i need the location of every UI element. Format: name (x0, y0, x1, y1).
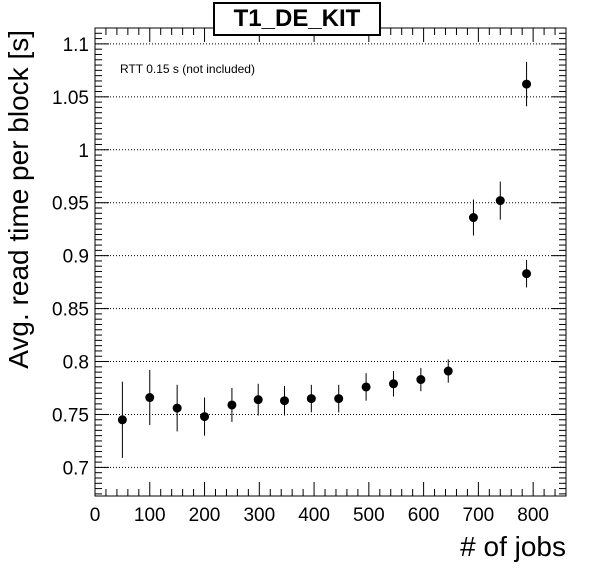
x-tick-label: 300 (243, 505, 275, 526)
data-point (145, 393, 155, 403)
data-point (117, 415, 127, 425)
data-point (416, 375, 426, 385)
data-point (468, 213, 478, 223)
data-point (361, 382, 371, 392)
x-tick-label: 0 (90, 505, 101, 526)
data-point (227, 400, 237, 410)
y-tick-label: 0.7 (63, 458, 89, 479)
y-tick-label: 1.1 (63, 35, 89, 56)
data-point (279, 396, 289, 406)
y-tick-label: 0.9 (63, 247, 89, 268)
x-tick-label: 200 (189, 505, 221, 526)
axis-ticks (94, 27, 567, 496)
data-point (495, 196, 505, 206)
annotation-text: RTT 0.15 s (not included) (120, 62, 255, 76)
data-point (172, 403, 182, 413)
chart-title: T1_DE_KIT (213, 2, 381, 36)
x-axis-label: # of jobs (460, 531, 566, 562)
x-tick-label: 600 (408, 505, 440, 526)
data-points (117, 61, 532, 458)
plot-frame (94, 27, 567, 497)
x-tick-label: 700 (463, 505, 495, 526)
data-point (200, 412, 210, 422)
y-tick-label: 1.05 (52, 88, 89, 109)
x-tick-label: 100 (134, 505, 166, 526)
x-tick-label: 500 (353, 505, 385, 526)
data-point (334, 394, 344, 404)
y-tick-label: 0.95 (52, 194, 89, 215)
y-tick-label: 0.8 (63, 353, 89, 374)
data-point (443, 366, 453, 376)
data-point (388, 379, 398, 389)
y-axis-label: Avg. read time per block [s] (3, 30, 34, 369)
data-point (253, 395, 263, 405)
x-tick-label: 800 (517, 505, 549, 526)
y-tick-label: 0.75 (52, 405, 89, 426)
y-tick-label: 0.85 (52, 300, 89, 321)
data-point (306, 394, 316, 404)
y-tick-label: 1 (78, 141, 89, 162)
data-point (522, 79, 532, 89)
tick-labels: 0.7 0.75 0.8 0.85 0.9 0.95 1 1.05 1.1 0 100 200 300 4… (52, 35, 549, 526)
x-tick-label: 400 (298, 505, 330, 526)
grid-lines (95, 43, 566, 468)
data-point (522, 269, 532, 279)
